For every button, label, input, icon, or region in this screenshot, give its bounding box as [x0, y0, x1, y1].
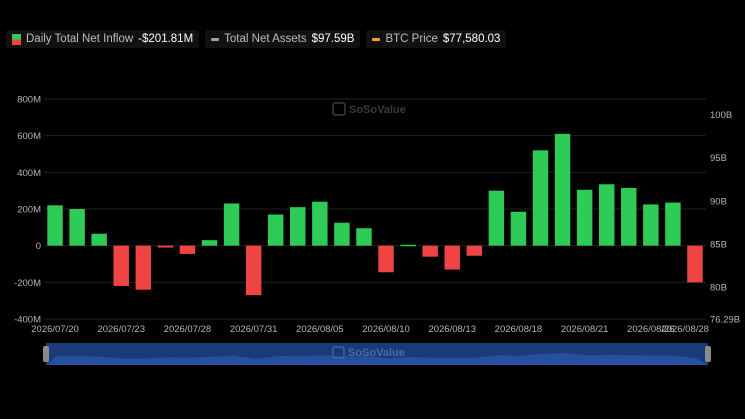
bar[interactable] [334, 222, 350, 246]
bar[interactable] [47, 205, 63, 246]
range-navigator[interactable]: SoSoValue [43, 343, 711, 365]
bar[interactable] [532, 150, 549, 246]
legend-item-net-inflow[interactable]: Daily Total Net Inflow -$201.81M [6, 30, 200, 48]
legend-label: Daily Total Net Inflow [26, 33, 134, 45]
y-tick-label: 400M [17, 168, 41, 179]
legend-value: $77,580.03 [442, 33, 501, 45]
legend-value: $97.59B [311, 33, 355, 45]
bar[interactable] [179, 245, 196, 254]
bar[interactable] [113, 245, 129, 286]
watermark-text: SoSoValue [349, 104, 406, 116]
right-axis: 100B 95B 90B 85B 80B 76.29B [710, 110, 740, 325]
navigator-watermark-icon [332, 346, 345, 359]
y-tick-label: 0 [36, 241, 41, 252]
y-tick-label: -400M [14, 315, 41, 326]
bar[interactable] [312, 201, 328, 246]
bar[interactable] [245, 245, 262, 296]
navigator-left-handle[interactable] [43, 346, 49, 362]
y-tick-label: 800M [17, 95, 41, 106]
legend-label: BTC Price [385, 33, 438, 45]
navigator-right-handle[interactable] [705, 346, 711, 362]
bar[interactable] [69, 209, 85, 246]
x-tick-label: 2026/08/26 [627, 324, 675, 335]
navigator-series [46, 353, 708, 365]
line-swatch-icon [372, 37, 381, 41]
legend-label: Total Net Assets [224, 33, 307, 45]
y-tick-label: -200M [14, 278, 41, 289]
chart-legend: Daily Total Net Inflow -$201.81M Total N… [6, 28, 507, 50]
x-tick-label: 2026/08/13 [428, 324, 476, 335]
bar[interactable] [554, 133, 571, 246]
bar[interactable] [510, 211, 527, 246]
bar[interactable] [621, 187, 637, 246]
bar[interactable] [400, 244, 416, 247]
y2-tick-label: 100B [710, 110, 732, 121]
x-tick-label: 2026/07/28 [164, 324, 212, 335]
bar[interactable] [422, 245, 438, 257]
x-tick-label: 2026/08/10 [362, 324, 410, 335]
x-tick-label: 2026/07/23 [97, 324, 145, 335]
bar[interactable] [356, 228, 372, 246]
bar[interactable] [576, 189, 593, 246]
x-tick-label: 2026/08/05 [296, 324, 344, 335]
bar[interactable] [444, 245, 460, 270]
x-tick-label: 2026/08/18 [495, 324, 543, 335]
x-tick-label: 2026/08/28 [661, 324, 709, 335]
navigator-watermark-text: SoSoValue [348, 347, 405, 359]
bar[interactable] [378, 245, 394, 273]
legend-item-btc-price[interactable]: BTC Price $77,580.03 [366, 30, 507, 48]
left-axis: 800M 600M 400M 200M 0 -200M -400M [14, 95, 41, 326]
bars [47, 133, 703, 296]
line-swatch-icon [211, 37, 220, 41]
bar[interactable] [223, 203, 240, 246]
bar[interactable] [687, 245, 703, 283]
bar[interactable] [267, 214, 284, 246]
legend-item-net-assets[interactable]: Total Net Assets $97.59B [205, 30, 361, 48]
y2-tick-label: 80B [710, 283, 727, 294]
bar[interactable] [135, 245, 152, 290]
watermark: SoSoValue [332, 102, 406, 116]
legend-value: -$201.81M [138, 33, 194, 45]
y2-tick-label: 95B [710, 153, 727, 164]
y2-min-label: 76.29B [710, 315, 740, 326]
x-tick-label: 2026/07/31 [230, 324, 278, 335]
bar[interactable] [665, 202, 681, 246]
y2-tick-label: 90B [710, 196, 727, 207]
bar[interactable] [201, 240, 218, 246]
grid-lines [44, 98, 706, 320]
y-tick-label: 600M [17, 131, 41, 142]
bar[interactable] [643, 204, 659, 246]
bar[interactable] [157, 245, 174, 248]
bar-swatch-icon [12, 33, 21, 45]
watermark-logo-icon [332, 102, 346, 116]
bar[interactable] [466, 245, 483, 256]
bar[interactable] [488, 190, 505, 246]
x-axis: 2026/07/20 2026/07/23 2026/07/28 2026/07/31… [31, 324, 709, 335]
x-tick-label: 2026/07/20 [31, 324, 79, 335]
bar[interactable] [91, 233, 107, 246]
bar[interactable] [290, 207, 306, 246]
y-tick-label: 200M [17, 205, 41, 216]
x-tick-label: 2026/08/21 [561, 324, 609, 335]
bar[interactable] [598, 184, 615, 246]
y2-tick-label: 85B [710, 239, 727, 250]
